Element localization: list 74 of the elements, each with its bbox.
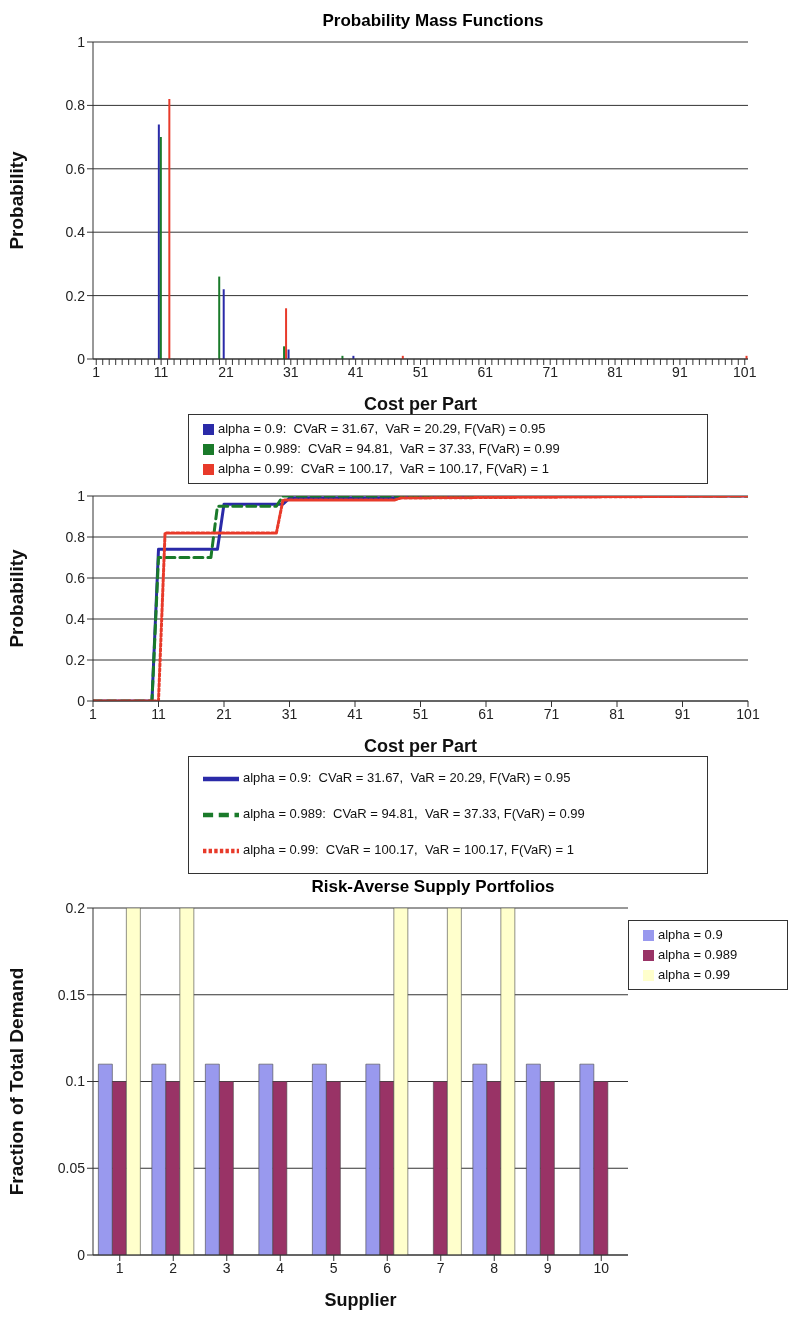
bar	[222, 289, 225, 359]
x-tick-label: 1	[92, 363, 101, 380]
x-tick-label: 41	[347, 363, 364, 380]
x-tick-label: 81	[607, 363, 624, 380]
x-tick-label: 51	[412, 705, 429, 722]
x-tick-label: 3	[222, 1259, 231, 1276]
legend-label: alpha = 0.99	[658, 967, 730, 982]
y-tick-label: 0	[77, 1246, 86, 1263]
x-tick-label: 11	[151, 705, 166, 722]
y-tick-label: 1	[77, 487, 86, 504]
y-tick-label: 0	[77, 350, 86, 367]
bar	[218, 276, 221, 359]
x-tick-label: 6	[383, 1259, 392, 1276]
y-tick-label: 0.8	[65, 97, 86, 114]
x-tick-label: 2	[169, 1259, 178, 1276]
y-tick-label: 0.4	[65, 610, 86, 627]
legend-label: alpha = 0.989: CVaR = 94.81, VaR = 37.33, F(VaR) = 0.99	[218, 441, 560, 456]
bar	[283, 346, 286, 359]
x-tick-label: 31	[281, 705, 298, 722]
x-tick-label: 91	[672, 363, 688, 380]
y-tick-label: 1	[77, 33, 86, 50]
y-tick-label: 0.4	[65, 224, 86, 241]
legend-label: alpha = 0.99: CVaR = 100.17, VaR = 100.17, F(VaR) = 1	[218, 461, 549, 476]
x-tick-label: 71	[542, 363, 559, 380]
x-tick-label: 31	[283, 363, 299, 380]
x-tick-label: 61	[477, 363, 494, 380]
y-tick-label: 0.2	[65, 651, 86, 668]
x-tick-label: 8	[490, 1259, 499, 1276]
y-tick-label: 0.05	[57, 1160, 86, 1177]
y-tick-label: 0	[77, 692, 86, 709]
x-tick-label: 91	[674, 705, 691, 722]
x-tick-label: 11	[153, 363, 169, 380]
x-tick-label: 21	[218, 363, 234, 380]
x-axis-title: Supplier	[324, 1290, 397, 1310]
x-tick-label: 5	[329, 1259, 338, 1276]
x-tick-label: 9	[543, 1259, 552, 1276]
x-axis-title: Cost per Part	[363, 394, 478, 414]
y-tick-label: 0.2	[65, 899, 86, 916]
legend-label: alpha = 0.9: CVaR = 31.67, VaR = 20.29, F(VaR) = 0.95	[218, 421, 546, 436]
y-tick-label: 0.2	[65, 287, 86, 304]
y-axis-title: Probability	[5, 548, 27, 648]
x-tick-label: 61	[478, 705, 494, 722]
chart-title: Risk-Averse Supply Portfolios	[310, 876, 556, 898]
x-tick-label: 71	[543, 705, 560, 722]
x-tick-label: 1	[89, 705, 98, 722]
legend-label: alpha = 0.9	[658, 927, 723, 942]
x-tick-label: 10	[593, 1259, 610, 1276]
x-tick-label: 4	[276, 1259, 285, 1276]
bar	[157, 124, 160, 359]
x-tick-label: 1	[115, 1259, 124, 1276]
y-tick-label: 0.6	[65, 160, 86, 177]
legend-label: alpha = 0.989	[658, 947, 738, 962]
x-tick-label: 101	[736, 705, 760, 722]
bar	[168, 99, 171, 359]
bar	[287, 349, 290, 359]
y-tick-label: 0.1	[65, 1073, 86, 1090]
bar	[285, 308, 288, 359]
y-tick-label: 0.15	[57, 986, 86, 1003]
y-axis-title: Fraction of Total Demand	[5, 967, 27, 1196]
y-tick-label: 0.8	[65, 528, 86, 545]
x-axis-title: Cost per Part	[363, 736, 478, 756]
legend-label: alpha = 0.989: CVaR = 94.81, VaR = 37.33, F(VaR) = 0.99	[243, 806, 585, 822]
x-tick-label: 21	[216, 705, 232, 722]
x-tick-label: 7	[436, 1259, 445, 1276]
x-tick-label: 51	[412, 363, 429, 380]
y-tick-label: 0.6	[65, 569, 86, 586]
x-tick-label: 101	[733, 363, 757, 380]
bar	[159, 137, 162, 359]
x-tick-label: 81	[609, 705, 625, 722]
legend-label: alpha = 0.9: CVaR = 31.67, VaR = 20.29, F(VaR) = 0.95	[243, 770, 571, 786]
chart-title: Probability Mass Functions	[321, 10, 545, 32]
y-axis-title: Probability	[5, 150, 27, 250]
x-tick-label: 41	[347, 705, 363, 722]
legend-label: alpha = 0.99: CVaR = 100.17, VaR = 100.17, F(VaR) = 1	[243, 842, 574, 858]
